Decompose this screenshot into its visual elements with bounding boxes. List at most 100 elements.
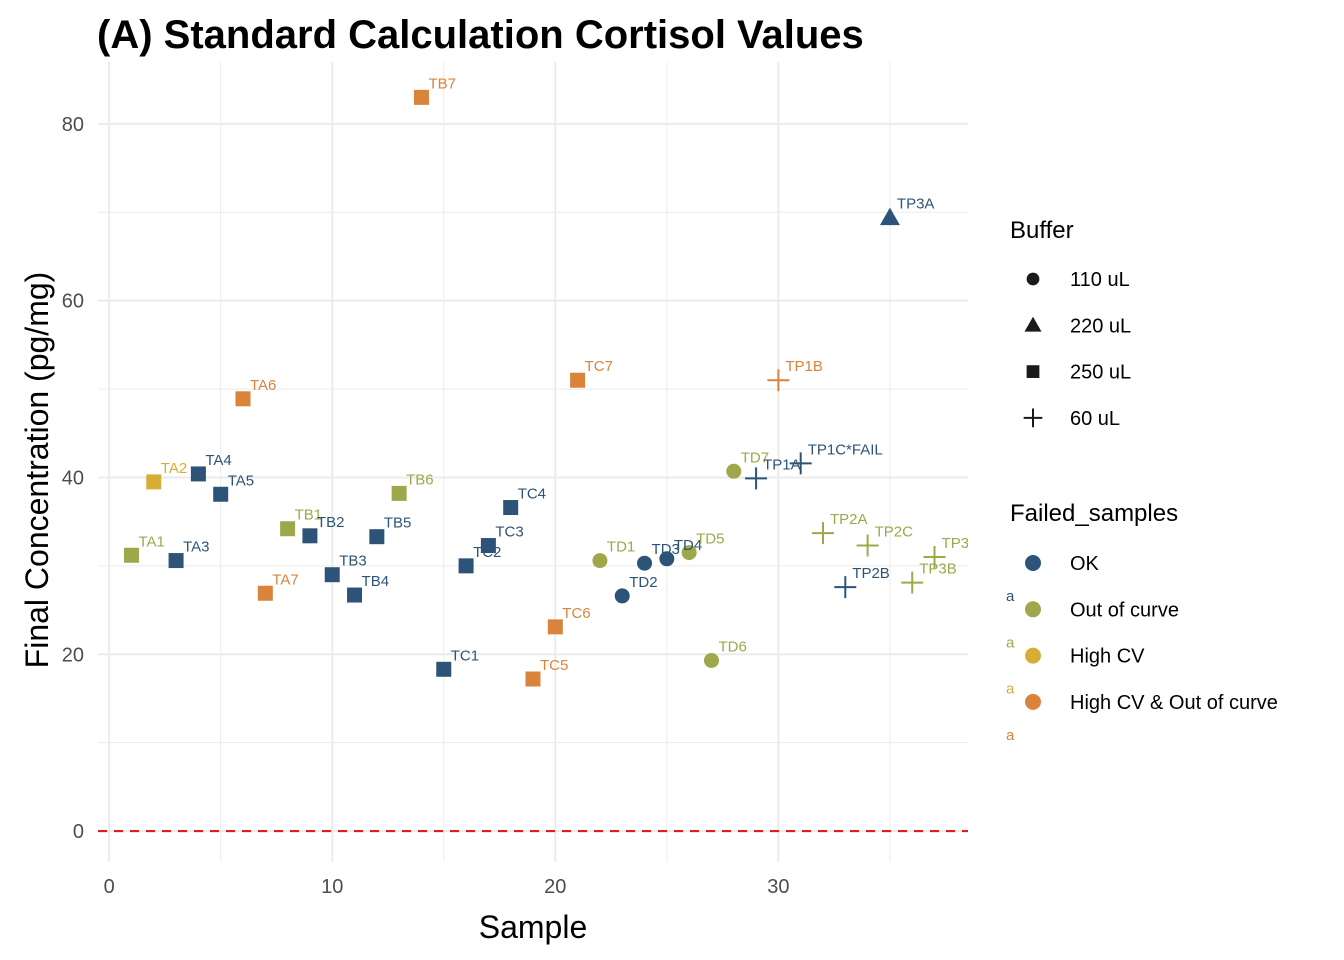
data-point-td3 (637, 555, 653, 571)
point-label: TD4 (674, 537, 702, 554)
data-point-ta7 (257, 585, 273, 601)
point-label: TC6 (562, 605, 590, 622)
point-label: TB2 (317, 514, 345, 531)
legend-buffer-key-circle (1026, 272, 1040, 286)
data-point-tp2c (856, 534, 879, 557)
data-point-tc4 (503, 500, 519, 516)
data-point-td7 (726, 463, 742, 479)
data-point-tb6 (391, 485, 407, 501)
data-point-ta5 (213, 486, 229, 502)
point-label: TC1 (451, 647, 479, 664)
point-label: TC4 (518, 486, 546, 503)
point-label: TB1 (295, 507, 323, 524)
legend-buffer-key-square (1026, 365, 1040, 378)
legend-status-label: OK (1070, 553, 1100, 575)
data-point-tb4 (347, 587, 363, 603)
legend-status-title: Failed_samples (1010, 500, 1178, 527)
data-point-td1 (592, 553, 608, 569)
data-point-tp3 (923, 546, 946, 569)
data-point-tc6 (547, 619, 563, 635)
data-point-ta4 (190, 466, 206, 482)
point-label: TP2A (830, 511, 868, 528)
legend-buffer-label: 220 uL (1070, 315, 1131, 337)
point-label: TB7 (428, 75, 456, 92)
chart-title: (A) Standard Calculation Cortisol Values (97, 13, 864, 57)
point-label: TD3 (652, 541, 680, 558)
legend-buffer-title: Buffer (1010, 217, 1074, 244)
point-label: TD6 (718, 638, 746, 655)
point-label: TP3B (919, 561, 957, 578)
point-label: TP1B (785, 358, 823, 375)
data-point-tp2b (834, 576, 857, 599)
data-point-ta3 (168, 553, 184, 569)
data-point-td2 (614, 588, 630, 604)
legend-status-key (1025, 647, 1041, 664)
point-label: TD2 (629, 574, 657, 591)
y-tick-label: 60 (62, 291, 84, 313)
legend-status-key (1025, 601, 1041, 618)
data-point-td5 (681, 545, 697, 561)
y-tick-label: 80 (62, 114, 84, 136)
data-point-tc1 (436, 661, 452, 677)
y-tick-label: 40 (62, 467, 84, 489)
point-label: TA4 (205, 452, 231, 469)
point-label: TC3 (495, 524, 523, 541)
x-tick-label: 20 (544, 876, 566, 898)
point-label: TA6 (250, 377, 276, 394)
legend-status-key (1025, 693, 1041, 710)
point-label: TB5 (384, 515, 412, 532)
data-point-tc3 (480, 538, 496, 554)
points-layer (123, 89, 946, 687)
legend-text-key-glyph: a (1006, 727, 1015, 744)
point-label: TP1A (763, 456, 801, 473)
data-point-ta6 (235, 391, 251, 407)
point-label: TA5 (228, 472, 254, 489)
data-point-tp1a (745, 467, 768, 490)
data-point-tp3b (901, 571, 924, 594)
x-tick-label: 10 (321, 876, 343, 898)
data-point-td6 (703, 652, 719, 668)
legend-text-key-glyph: a (1006, 681, 1015, 698)
point-label: TP3A (897, 196, 935, 213)
data-point-ta2 (146, 474, 162, 490)
x-axis-title: Sample (479, 909, 588, 945)
y-tick-label: 0 (73, 821, 84, 843)
legend-buffer-label: 110 uL (1070, 269, 1130, 291)
legend-buffer-key-triangle (1024, 316, 1042, 332)
data-point-td4 (659, 551, 675, 567)
data-point-tp3a (879, 207, 900, 226)
legend-text-key-glyph: a (1006, 588, 1015, 605)
point-label: TD5 (696, 531, 724, 548)
grid (98, 62, 968, 862)
data-point-tc5 (525, 671, 541, 687)
legend-buffer-label: 60 uL (1070, 408, 1120, 430)
point-label: TA1 (138, 533, 164, 550)
legend-buffer-label: 250 uL (1070, 362, 1131, 384)
legend-buffer-key-plus (1023, 408, 1043, 428)
legend: Buffer 110 uL 220 uL 250 uL 60 uL Failed_samp… (1006, 217, 1278, 744)
data-point-tc7 (570, 372, 586, 388)
legend-status-label: High CV & Out of curve (1070, 692, 1278, 714)
data-point-tb1 (280, 521, 296, 537)
data-point-tb7 (413, 89, 429, 105)
y-axis-ticks: 0 20 40 60 80 (62, 114, 84, 843)
data-point-tc2 (458, 558, 474, 574)
point-label: TP2B (852, 565, 890, 582)
point-label: TB3 (339, 553, 367, 570)
point-label: TA7 (272, 571, 298, 588)
point-label: TP2C (875, 524, 914, 541)
data-point-ta1 (123, 547, 139, 563)
y-tick-label: 20 (62, 644, 84, 666)
point-label: TC7 (585, 358, 613, 375)
point-label: TP3 (942, 535, 970, 552)
point-label: TP1C*FAIL (808, 441, 883, 458)
point-label: TB6 (406, 471, 434, 488)
data-point-tp1c-fail (789, 452, 812, 475)
data-point-tb2 (302, 528, 318, 544)
data-point-tp1b (767, 369, 790, 392)
legend-status-label: High CV (1070, 646, 1145, 668)
data-point-tb3 (324, 567, 340, 583)
